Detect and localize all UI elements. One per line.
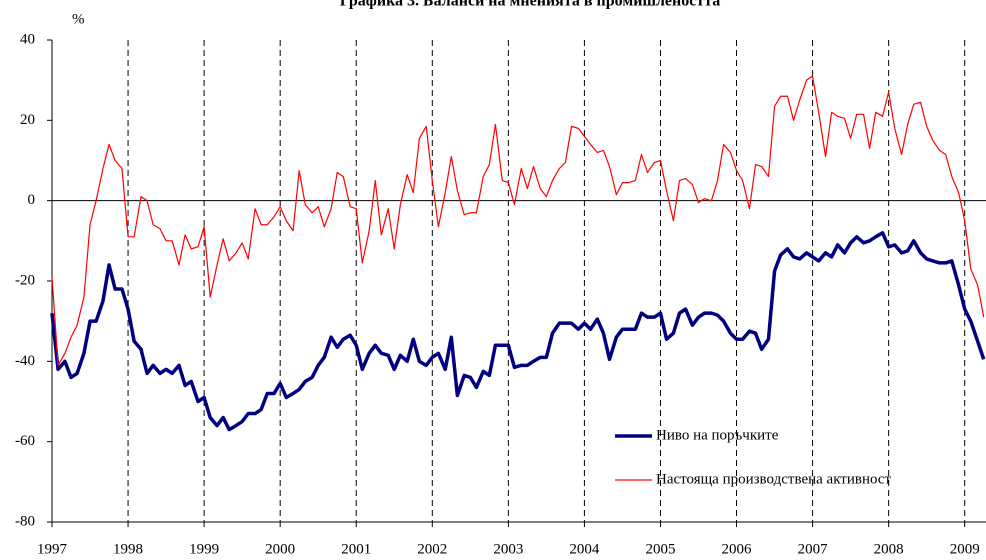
x-tick-label: 2001 — [341, 541, 371, 557]
series-line — [51, 75, 985, 366]
x-tick-label: 1999 — [189, 541, 219, 557]
y-tick-label: -20 — [15, 272, 35, 288]
legend-label: Ниво на поръчките — [656, 427, 779, 443]
x-tick-label: 2000 — [265, 541, 295, 557]
chart-title: Графика 3. Баланси на мненията в промишл… — [340, 0, 721, 10]
y-tick-label: -80 — [15, 513, 35, 529]
x-tick-label: 2003 — [493, 541, 523, 557]
x-tick-label: 2007 — [798, 541, 829, 557]
y-tick-label: -40 — [15, 353, 35, 369]
y-axis-label: % — [72, 11, 85, 27]
y-tick-label: 40 — [20, 31, 35, 47]
x-tick-label: 2004 — [569, 541, 600, 557]
series-line — [50, 231, 986, 432]
x-tick-label: 1997 — [37, 541, 68, 557]
y-tick-label: 0 — [28, 192, 36, 208]
y-tick-label: -60 — [15, 433, 35, 449]
x-tick-label: 2005 — [645, 541, 675, 557]
x-tick-label: 2002 — [417, 541, 447, 557]
x-tick-label: 1998 — [113, 541, 143, 557]
x-tick-label: 2006 — [722, 541, 753, 557]
x-tick-label: 2009 — [950, 541, 980, 557]
y-tick-label: 20 — [20, 112, 35, 128]
legend-label: Настояща производствена активност — [656, 471, 892, 487]
x-tick-label: 2008 — [874, 541, 904, 557]
